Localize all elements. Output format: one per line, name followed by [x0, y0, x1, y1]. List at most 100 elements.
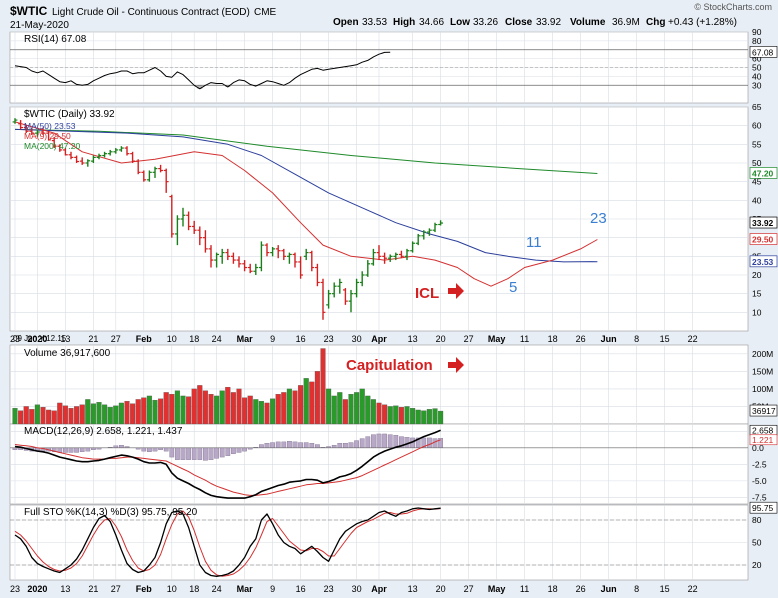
chart-date: 21-May-2020 [10, 20, 69, 31]
volume-bar [298, 385, 304, 425]
macd-histogram-bar [376, 433, 382, 448]
ohlc-bar [231, 252, 236, 264]
legend-ma9: MA(9) 29.50 [24, 131, 71, 141]
low-label: Low [450, 17, 470, 28]
annotation-capitulation: Capitulation [346, 357, 433, 374]
volume-bar [118, 402, 124, 425]
volume-bar [398, 406, 404, 425]
y-tick-label: 50 [752, 63, 762, 73]
macd-histogram-bar [63, 447, 68, 453]
x-tick-label: 18 [189, 334, 199, 344]
macd-histogram-bar [331, 445, 337, 448]
macd-histogram-bar [438, 438, 443, 448]
price-label-box [749, 255, 778, 268]
ohlc-bar [236, 256, 242, 268]
ohlc-bar [315, 263, 320, 287]
volume-bar [135, 399, 141, 425]
macd-histogram-bar [343, 443, 348, 448]
volume-bar [404, 406, 410, 425]
volume-bar [342, 399, 348, 425]
volume-bar [202, 390, 208, 425]
volume-value-label: 36917 [752, 406, 776, 416]
ohlc-bar [410, 241, 415, 253]
legend-ma50: MA(50) 23.53 [24, 121, 76, 131]
x-tick-label-bottom: 18 [548, 584, 558, 594]
ohlc-bar [219, 248, 225, 264]
x-tick-label-bottom: Mar [237, 584, 254, 594]
volume-value: 36.9M [612, 17, 640, 28]
x-tick-label: May [488, 334, 506, 344]
x-tick-label: 15 [660, 334, 670, 344]
macd-histogram-bar [203, 447, 208, 461]
ohlc-bar [74, 155, 79, 163]
volume-bar [264, 402, 270, 425]
y-tick-label: 55 [752, 139, 762, 149]
ohlc-bar [242, 260, 247, 272]
sto-k-line [14, 507, 441, 577]
macd-histogram-bar [281, 441, 287, 448]
annotation-wave-23: 23 [590, 210, 607, 227]
ohlc-bar [169, 194, 175, 238]
ohlc-bar [135, 159, 141, 175]
ohlc-bar [337, 278, 343, 294]
macd-histogram-bar [275, 441, 281, 448]
volume-bar [326, 388, 332, 425]
sto-value-box [749, 501, 778, 514]
x-tick-label-bottom: Feb [136, 584, 153, 594]
x-tick-label: 23 [324, 334, 334, 344]
ohlc-bar [124, 146, 130, 156]
ohlc-bar [320, 278, 326, 320]
volume-bar [124, 401, 130, 425]
ohlc-bar [225, 248, 231, 261]
y-tick-label: 30 [752, 80, 762, 90]
macd-histogram-bar [287, 441, 292, 448]
x-tick-label: 27 [464, 334, 474, 344]
macd-histogram-bar [309, 443, 315, 448]
y-tick-label: -7.5 [752, 492, 767, 502]
price-label: 29.50 [752, 235, 774, 245]
x-tick-label: 9 [270, 334, 275, 344]
y-tick-label: -5.0 [752, 476, 767, 486]
volume-bar [146, 395, 152, 425]
volume-bar [348, 394, 354, 425]
ohlc-bar [281, 248, 287, 261]
macd-title: MACD(12,26,9) 2.658, 1.221, 1.437 [24, 426, 183, 437]
macd-histogram-bar [180, 447, 186, 460]
volume-label: Volume [570, 17, 606, 28]
ohlc-bar [130, 151, 135, 163]
volume-bar [275, 394, 281, 425]
ohlc-bar [119, 146, 124, 152]
volume-bar [51, 410, 57, 425]
volume-bar [23, 406, 29, 425]
y-tick-label: -2.5 [752, 459, 767, 469]
macd-histogram-bar [141, 447, 147, 452]
volume-bar [314, 371, 320, 425]
ohlc-bar [96, 153, 102, 160]
y-tick-label: 80 [752, 36, 762, 46]
macd-histogram-bar [147, 447, 152, 452]
macd-histogram-bar [292, 441, 298, 448]
ohlc-bar [141, 170, 147, 182]
volume-bar [387, 406, 393, 425]
y-tick-label: 100M [752, 384, 773, 394]
macd-histogram-bar [197, 447, 203, 460]
chg-value: +0.43 (+1.28%) [668, 17, 737, 28]
macd-histogram-bar [208, 447, 214, 460]
macd-signal-line [14, 439, 441, 496]
volume-bar [107, 406, 113, 425]
ohlc-bar [40, 127, 46, 135]
ohlc-bar [303, 248, 309, 261]
volume-bar [85, 399, 91, 425]
ohlc-bar [427, 228, 432, 236]
volume-bar [62, 405, 68, 425]
volume-bar [281, 392, 287, 425]
volume-bar [376, 402, 382, 425]
close-label: Close [505, 17, 533, 28]
ohlc-bar [85, 159, 91, 167]
ohlc-bar [57, 144, 63, 152]
volume-bar [359, 388, 365, 425]
x-tick-label-bottom: 16 [296, 584, 306, 594]
y-tick-label: 60 [752, 54, 762, 64]
x-tick-label-bottom: 23 [324, 584, 334, 594]
macd-histogram-bar [359, 438, 365, 448]
